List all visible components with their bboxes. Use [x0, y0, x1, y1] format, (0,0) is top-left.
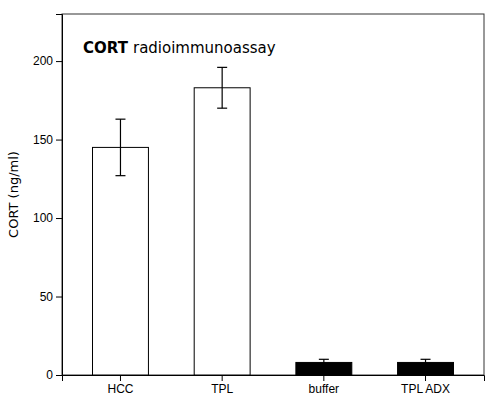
- error-cap: [115, 175, 125, 176]
- x-tick-label: TPL ADX: [401, 382, 450, 396]
- y-axis-line: [56, 15, 63, 376]
- x-tick: TPL ADX: [401, 375, 450, 396]
- x-tick-label: buffer: [309, 382, 339, 396]
- y-tick-label: 50: [40, 290, 54, 304]
- x-tick-mark: [120, 375, 121, 381]
- error-bar: [115, 119, 125, 176]
- y-tick: 50: [40, 290, 62, 304]
- error-cap: [421, 359, 431, 360]
- error-cap: [115, 119, 125, 120]
- error-cap: [319, 365, 329, 366]
- y-tick-mark: [56, 218, 62, 219]
- y-tick-mark: [56, 61, 62, 62]
- x-tick-label: HCC: [107, 382, 133, 396]
- error-cap: [319, 359, 329, 360]
- x-tick: HCC: [107, 375, 133, 396]
- error-cap: [217, 108, 227, 109]
- x-tick-label: TPL: [211, 382, 233, 396]
- error-bar: [319, 359, 329, 365]
- y-tick-label: 150: [33, 133, 53, 147]
- x-tick-mark: [323, 375, 324, 381]
- y-tick-mark: [56, 140, 62, 141]
- error-cap: [217, 67, 227, 68]
- y-axis-title: CORT (ng/ml): [6, 151, 21, 238]
- y-tick-label: 0: [46, 368, 53, 382]
- x-tick-mark: [222, 375, 223, 381]
- y-tick: 0: [46, 368, 62, 382]
- error-line: [323, 359, 324, 365]
- y-tick-label: 100: [33, 211, 53, 225]
- marks: [93, 67, 454, 375]
- error-line: [222, 67, 223, 108]
- y-tick: 100: [33, 211, 62, 225]
- y-tick-mark: [56, 375, 62, 376]
- bar: [93, 147, 149, 375]
- error-line: [120, 119, 121, 176]
- error-bar: [217, 67, 227, 108]
- x-axis-line: [63, 376, 485, 382]
- subtitle: radioimmunoassay: [133, 39, 276, 57]
- y-tick-mark: [56, 297, 62, 298]
- frame: [62, 14, 484, 375]
- error-cap: [421, 365, 431, 366]
- bar: [194, 88, 250, 375]
- error-line: [425, 359, 426, 365]
- y-tick: 200: [33, 54, 62, 68]
- error-bar: [421, 359, 431, 365]
- plot: HCC TPL buffer TPL ADX 0 50 100 150 200: [33, 14, 485, 396]
- x-axis: HCC TPL buffer TPL ADX: [63, 375, 485, 396]
- y-tick: 150: [33, 133, 62, 147]
- title: CORT: [83, 39, 129, 57]
- chart: HCC TPL buffer TPL ADX 0 50 100 150 200 CORT (ng/…: [0, 0, 500, 411]
- y-axis: 0 50 100 150 200: [33, 15, 63, 383]
- y-tick-label: 200: [33, 54, 53, 68]
- x-tick-mark: [425, 375, 426, 381]
- x-tick: buffer: [309, 375, 339, 396]
- x-tick: TPL: [211, 375, 233, 396]
